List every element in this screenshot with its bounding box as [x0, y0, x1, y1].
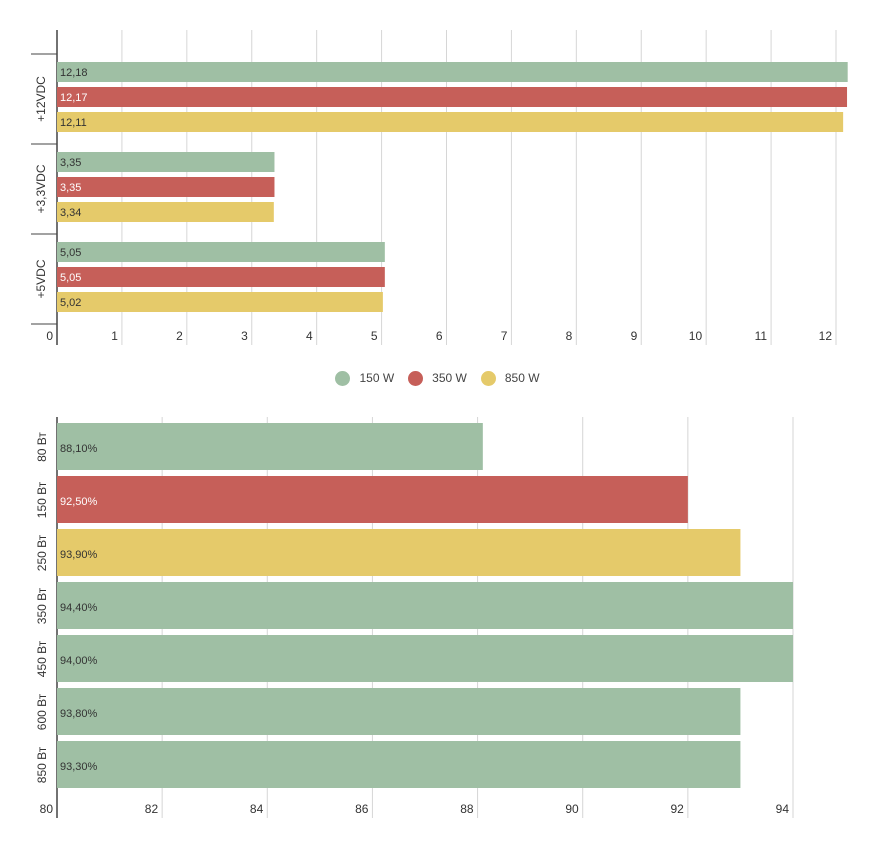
bar-850-вт [57, 741, 741, 788]
data-label-600-вт: 93,80% [60, 708, 98, 720]
legend-label-150w: 150 W [359, 371, 395, 385]
x-tick-label-1: 1 [111, 329, 118, 343]
bar-450-вт [57, 635, 793, 682]
bar-150-вт [57, 476, 688, 523]
legend-label-350w: 350 W [432, 371, 467, 385]
bar-5vdc-850-w [57, 292, 383, 312]
bar-600-вт [57, 688, 741, 735]
bar-3-3vdc-850-w [57, 202, 274, 222]
x-tick-label-11: 11 [755, 329, 768, 343]
data-label-3-3vdc-150-w: 3,35 [60, 157, 81, 169]
x-tick-label-82: 82 [145, 802, 159, 816]
data-label-450-вт: 94,00% [60, 655, 98, 667]
data-label-850-вт: 93,30% [60, 761, 98, 773]
data-label-3-3vdc-850-w: 3,34 [60, 207, 81, 219]
data-label-150-вт: 92,50% [60, 496, 98, 508]
x-tick-label-94: 94 [776, 802, 790, 816]
x-tick-label-86: 86 [355, 802, 369, 816]
data-label-12vdc-150-w: 12,18 [60, 67, 88, 79]
legend-item-150w[interactable]: 150 W [335, 370, 395, 386]
x-tick-label-2: 2 [176, 329, 183, 343]
legend: 150 W 350 W 850 W [0, 367, 875, 389]
x-tick-label-0: 0 [46, 329, 53, 343]
bar-3-3vdc-150-w [57, 152, 275, 172]
legend-swatch-150w [335, 370, 351, 386]
category-label-80-вт: 80 Вт [35, 432, 49, 462]
bar-12vdc-850-w [57, 112, 844, 132]
data-label-12vdc-850-w: 12,11 [60, 117, 87, 129]
data-label-5vdc-150-w: 5,05 [60, 247, 81, 259]
category-label-350-вт: 350 Вт [35, 587, 49, 624]
x-tick-label-4: 4 [306, 329, 313, 343]
bar-5vdc-150-w [57, 242, 385, 262]
category-label-3-3vdc: +3,3VDC [34, 164, 48, 213]
x-tick-label-7: 7 [501, 329, 508, 343]
category-label-5vdc: +5VDC [34, 259, 48, 298]
category-label-450-вт: 450 Вт [35, 640, 49, 677]
data-label-350-вт: 94,40% [60, 602, 98, 614]
bar-5vdc-350-w [57, 267, 385, 287]
x-tick-label-92: 92 [670, 802, 684, 816]
x-tick-label-90: 90 [565, 802, 579, 816]
category-label-12vdc: +12VDC [34, 76, 48, 122]
legend-swatch-850w [480, 370, 496, 386]
bar-80-вт [57, 423, 483, 470]
x-tick-label-3: 3 [241, 329, 248, 343]
legend-item-350w[interactable]: 350 W [408, 370, 467, 386]
x-tick-label-80: 80 [40, 802, 54, 816]
data-label-12vdc-350-w: 12,17 [60, 92, 88, 104]
category-label-850-вт: 850 Вт [35, 746, 49, 783]
x-tick-label-8: 8 [566, 329, 573, 343]
x-tick-label-84: 84 [250, 802, 264, 816]
data-label-80-вт: 88,10% [60, 443, 98, 455]
legend-label-850w: 850 W [504, 371, 540, 385]
category-label-250-вт: 250 Вт [35, 534, 49, 571]
bar-12vdc-150-w [57, 62, 848, 82]
x-tick-label-12: 12 [819, 329, 833, 343]
x-tick-label-88: 88 [460, 802, 474, 816]
efficiency-chart: 80 82 84 86 88 90 92 94 88,10% 80 Вт 92,50% 150 Вт 9… [35, 417, 794, 818]
voltage-chart: 0 1 2 3 4 5 6 7 8 9 10 11 12+12VDC12,1812,1712,11+3,… [31, 30, 848, 345]
legend-swatch-350w [408, 370, 424, 386]
bar-250-вт [57, 529, 741, 576]
legend-item-850w[interactable]: 850 W [480, 370, 540, 386]
data-label-3-3vdc-350-w: 3,35 [60, 182, 81, 194]
x-tick-label-6: 6 [436, 329, 443, 343]
bar-350-вт [57, 582, 793, 629]
x-tick-label-5: 5 [371, 329, 378, 343]
x-tick-label-9: 9 [631, 329, 638, 343]
category-label-600-вт: 600 Вт [35, 693, 49, 730]
category-label-150-вт: 150 Вт [35, 481, 49, 518]
x-tick-label-10: 10 [689, 329, 703, 343]
data-label-5vdc-850-w: 5,02 [60, 297, 81, 309]
bar-12vdc-350-w [57, 87, 848, 107]
data-label-250-вт: 93,90% [60, 549, 98, 561]
data-label-5vdc-350-w: 5,05 [60, 272, 81, 284]
bar-3-3vdc-350-w [57, 177, 275, 197]
